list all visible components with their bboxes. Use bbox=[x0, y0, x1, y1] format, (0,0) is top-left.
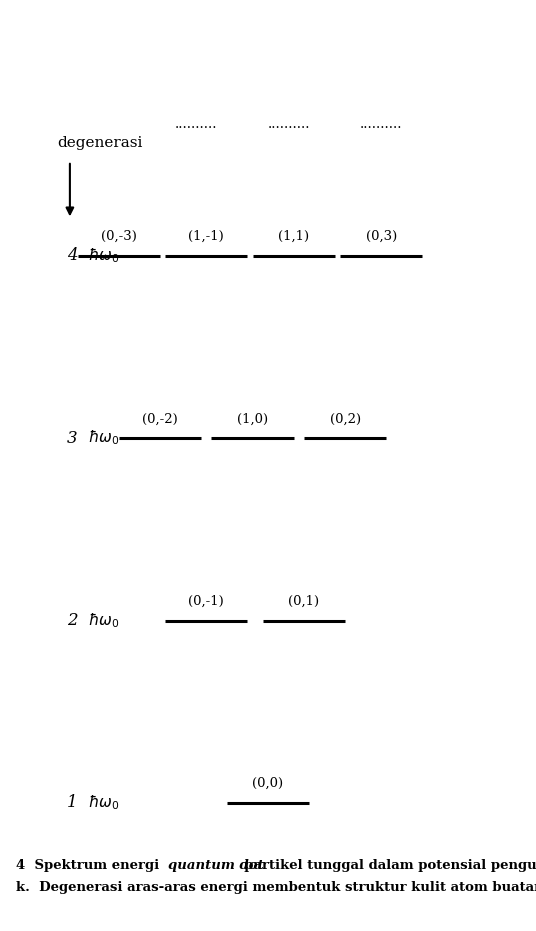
Text: (0,1): (0,1) bbox=[288, 595, 319, 608]
Text: $\hbar\omega_0$: $\hbar\omega_0$ bbox=[88, 793, 120, 812]
Text: (0,3): (0,3) bbox=[366, 230, 397, 243]
Text: (1,0): (1,0) bbox=[237, 412, 268, 425]
Text: 1: 1 bbox=[67, 794, 78, 812]
Text: (0,-3): (0,-3) bbox=[101, 230, 137, 243]
Text: degenerasi: degenerasi bbox=[57, 136, 143, 150]
Text: $\hbar\omega_0$: $\hbar\omega_0$ bbox=[88, 247, 120, 265]
Text: ..........: .......... bbox=[175, 117, 217, 131]
Text: 4  Spektrum energi: 4 Spektrum energi bbox=[16, 859, 168, 872]
Text: 2: 2 bbox=[67, 612, 78, 629]
Text: 4: 4 bbox=[67, 248, 78, 264]
Text: (0,-2): (0,-2) bbox=[142, 412, 178, 425]
Text: (0,-1): (0,-1) bbox=[188, 595, 224, 608]
Text: partikel tunggal dalam potensial pengungk: partikel tunggal dalam potensial pengung… bbox=[235, 859, 536, 872]
Text: quantum dot: quantum dot bbox=[168, 859, 263, 872]
Text: ..........: .......... bbox=[360, 117, 403, 131]
Text: $\hbar\omega_0$: $\hbar\omega_0$ bbox=[88, 611, 120, 630]
Text: $\hbar\omega_0$: $\hbar\omega_0$ bbox=[88, 429, 120, 448]
Text: (0,0): (0,0) bbox=[252, 777, 284, 790]
Text: 3: 3 bbox=[67, 429, 78, 447]
Text: ..........: .......... bbox=[267, 117, 310, 131]
Text: (1,1): (1,1) bbox=[278, 230, 309, 243]
Text: k.  Degenerasi aras-aras energi membentuk struktur kulit atom buatan: k. Degenerasi aras-aras energi membentuk… bbox=[16, 881, 536, 894]
Text: (0,2): (0,2) bbox=[330, 412, 361, 425]
Text: (1,-1): (1,-1) bbox=[188, 230, 224, 243]
